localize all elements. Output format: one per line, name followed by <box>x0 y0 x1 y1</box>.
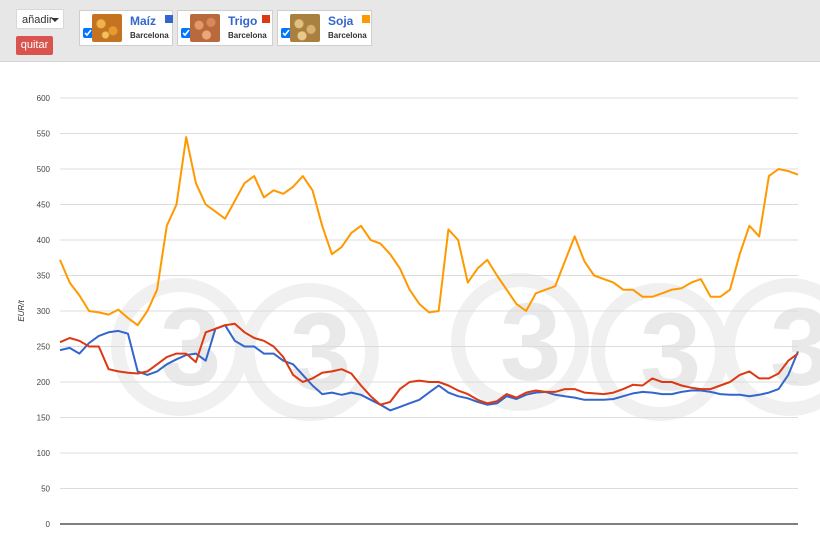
add-product-dropdown[interactable]: añadir <box>16 9 64 29</box>
product-name: Soja <box>328 14 354 28</box>
product-checkbox-trigo[interactable] <box>181 28 191 38</box>
series-color-swatch <box>165 15 173 23</box>
y-tick-label: 450 <box>37 201 51 210</box>
y-tick-label: 100 <box>37 449 51 458</box>
y-tick-label: 0 <box>46 520 51 529</box>
product-card-soja[interactable]: Soja Barcelona <box>277 10 372 46</box>
product-checkbox-soja[interactable] <box>281 28 291 38</box>
y-tick-label: 550 <box>37 130 51 139</box>
product-checkbox-maiz[interactable] <box>83 28 93 38</box>
y-tick-label: 500 <box>37 165 51 174</box>
y-tick-label: 300 <box>37 307 51 316</box>
y-tick-label: 400 <box>37 236 51 245</box>
series-line <box>59 136 799 327</box>
y-tick-label: 50 <box>41 485 50 494</box>
y-tick-label: 250 <box>37 343 51 352</box>
watermark-ring <box>451 273 589 411</box>
y-axis-ticks: 0 50 100 150 200 250 300 350 400 450 500 550 600 <box>37 94 51 529</box>
chevron-down-icon <box>51 18 59 22</box>
watermark-ring <box>241 283 379 421</box>
watermark-number: 3 <box>500 281 561 404</box>
wheat-grains-thumbnail <box>190 14 220 42</box>
product-card-maiz[interactable]: Maíz Barcelona <box>79 10 173 46</box>
chart-grid <box>60 97 798 525</box>
watermark-number: 3 <box>160 286 221 409</box>
series-color-swatch <box>262 15 270 23</box>
product-card-trigo[interactable]: Trigo Barcelona <box>177 10 273 46</box>
remove-button[interactable]: quitar <box>16 36 53 55</box>
product-market: Barcelona <box>328 31 367 40</box>
series-line <box>59 322 799 406</box>
series-color-swatch <box>362 15 370 23</box>
product-market: Barcelona <box>228 31 267 40</box>
toolbar: añadir quitar Maíz Barcelona Trigo Barce… <box>0 0 820 62</box>
soy-beans-thumbnail <box>290 14 320 42</box>
add-dropdown-label: añadir <box>22 14 53 26</box>
series-lines <box>59 136 799 412</box>
series-line <box>59 324 799 412</box>
y-tick-label: 350 <box>37 272 51 281</box>
corn-grains-thumbnail <box>92 14 122 42</box>
product-name: Maíz <box>130 14 157 28</box>
product-name: Trigo <box>228 14 258 28</box>
y-tick-label: 150 <box>37 414 51 423</box>
product-market: Barcelona <box>130 31 169 40</box>
y-tick-label: 600 <box>37 94 51 103</box>
y-tick-label: 200 <box>37 378 51 387</box>
watermark-number: 3 <box>640 291 701 414</box>
y-axis-label: EUR/t <box>17 300 26 322</box>
